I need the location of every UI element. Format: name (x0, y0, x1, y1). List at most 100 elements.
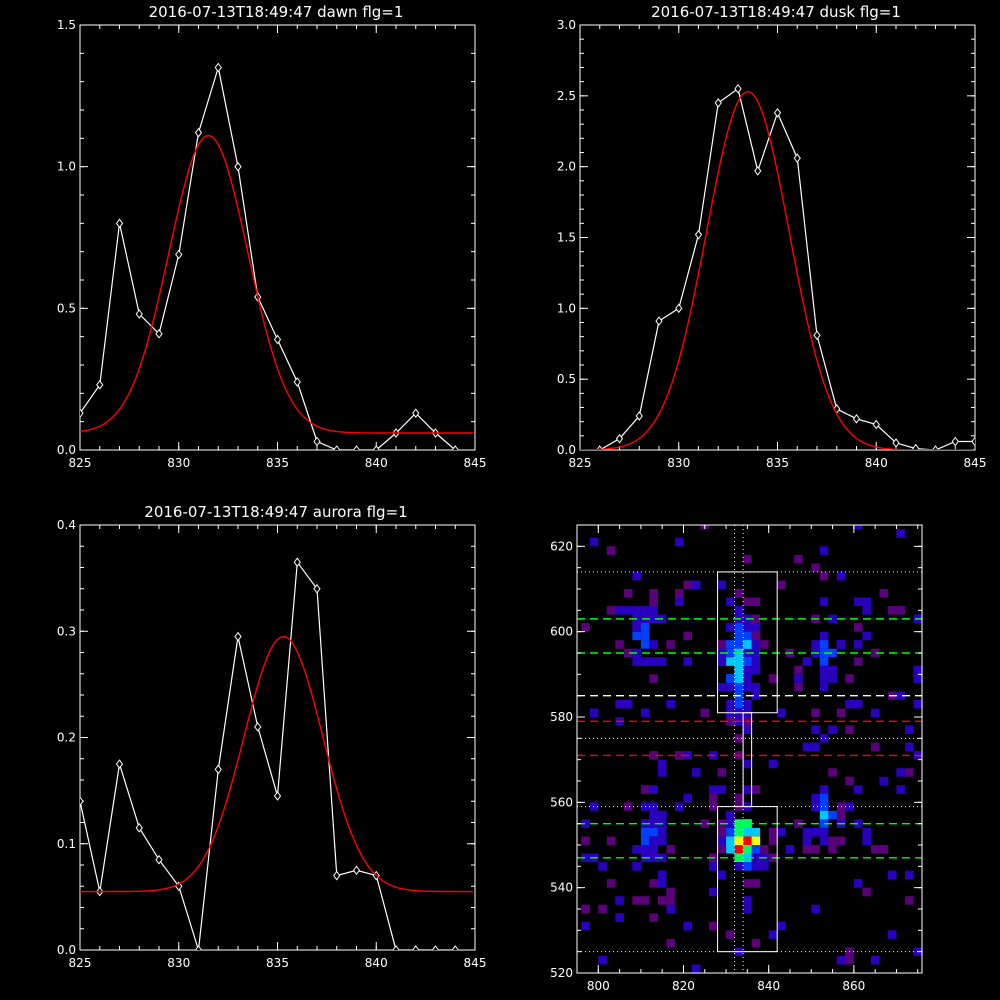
heatmap-cell (879, 845, 888, 854)
dawn-plot-frame (79, 24, 476, 451)
dawn-data-point (175, 249, 183, 260)
heatmap-cell (905, 768, 914, 777)
heatmap-cell (743, 623, 752, 632)
heatmap-cell (870, 742, 880, 752)
heatmap-cell (666, 887, 675, 897)
heatmap-cell (581, 921, 590, 931)
heatmap-cell (726, 674, 735, 683)
heatmap-cell (675, 589, 684, 598)
heatmap-cell (751, 862, 761, 871)
heatmap-cell (905, 896, 914, 905)
aurora-data-point (234, 631, 242, 642)
heatmap-cell (819, 597, 829, 606)
heatmap-cell (811, 904, 820, 914)
dawn-x-tick-label: 845 (464, 456, 487, 470)
heatmap-cell (828, 674, 837, 683)
heatmap-cell (743, 699, 752, 709)
dawn-gaussian-fit-line (80, 134, 473, 434)
heatmap-cell (887, 930, 897, 939)
dawn-data-point (313, 436, 321, 447)
heatmap-cell (649, 751, 658, 760)
dusk-data-point (931, 445, 940, 450)
dusk-data-point (773, 108, 782, 118)
heatmap-cell (853, 525, 863, 530)
heatmap-cell (692, 768, 701, 777)
heatmap-cell (862, 836, 871, 845)
aurora-data-point (135, 822, 143, 833)
heatmap-cell (709, 785, 718, 794)
dusk-data-line (599, 87, 975, 450)
dawn-y-tick-label: 0.0 (57, 443, 76, 457)
heatmap-cell (649, 845, 658, 854)
heatmap-cell (819, 682, 829, 692)
heatmap-cell (743, 674, 752, 683)
aurora-data-point (214, 764, 222, 775)
heatmap-plot-frame (576, 524, 923, 974)
dawn-data-point (96, 380, 104, 390)
heatmap-cell (853, 785, 863, 794)
heatmap-cell (657, 810, 667, 820)
heatmap-cell (811, 708, 820, 717)
dusk-plot-frame (579, 24, 976, 451)
heatmap-cell (896, 691, 905, 700)
heatmap-cell (649, 827, 658, 837)
heatmap-cell (683, 631, 692, 641)
dusk-data-point (675, 303, 683, 314)
heatmap-cell (751, 682, 761, 692)
heatmap-cell (819, 827, 829, 837)
aurora-y-tick-label: 0.1 (57, 837, 76, 851)
heatmap-cell (649, 785, 658, 794)
heatmap-cell (887, 606, 897, 615)
heatmap-x-tick-label: 800 (587, 979, 610, 993)
heatmap-cell (717, 768, 727, 777)
dusk-data-point (635, 411, 643, 421)
heatmap-cell (734, 623, 744, 632)
heatmap-cell (632, 845, 641, 854)
heatmap-cell (811, 742, 820, 752)
aurora-y-tick-label: 0.4 (57, 518, 76, 532)
aurora-data-point (273, 791, 282, 801)
heatmap-cell (640, 827, 650, 837)
heatmap-cell (836, 640, 846, 649)
heatmap-cell (828, 768, 837, 777)
heatmap-cell (777, 921, 786, 931)
heatmap-cell (751, 853, 761, 862)
heatmap-cell (853, 657, 863, 666)
dawn-chart-title: 2016-07-13T18:49:47 dawn flg=1 (149, 3, 404, 21)
aurora-data-point (392, 945, 400, 950)
dawn-plot-area (80, 62, 473, 450)
dusk-y-tick-label: 0.5 (557, 372, 576, 386)
heatmap-cell (726, 717, 735, 726)
heatmap-cell (726, 640, 735, 649)
heatmap-cell (709, 793, 718, 803)
heatmap-cell (675, 597, 684, 606)
spectral-heatmap: 800 820 840 860 520 540 560 580 600 620 (550, 524, 923, 993)
heatmap-cell (640, 896, 650, 905)
dusk-gaussian-fit-line (580, 90, 973, 450)
heatmap-cell (743, 725, 752, 734)
heatmap-cell (845, 725, 854, 734)
heatmap-cell (692, 964, 701, 973)
heatmap-cell (666, 938, 675, 948)
aurora-x-tick-label: 830 (167, 956, 190, 970)
heatmap-cell (751, 938, 761, 948)
heatmap-cell (751, 631, 761, 641)
heatmap-cell (905, 725, 914, 734)
aurora-x-tick-label: 825 (69, 956, 92, 970)
heatmap-cell (581, 623, 590, 632)
heatmap-cell (657, 836, 667, 845)
heatmap-cell (853, 623, 863, 632)
aurora-data-point (115, 759, 124, 769)
heatmap-cell (649, 819, 658, 828)
aurora-gaussian-fit-line (80, 635, 473, 893)
dusk-data-point (655, 316, 663, 326)
heatmap-cell (870, 845, 880, 854)
heatmap-cell (811, 640, 820, 649)
aurora-plot-frame (79, 524, 476, 951)
dusk-y-tick-label: 1.5 (557, 231, 576, 245)
heatmap-y-tick-label: 520 (550, 966, 573, 980)
heatmap-cell (632, 862, 641, 871)
heatmap-cell (726, 810, 735, 820)
heatmap-cell (785, 845, 795, 854)
